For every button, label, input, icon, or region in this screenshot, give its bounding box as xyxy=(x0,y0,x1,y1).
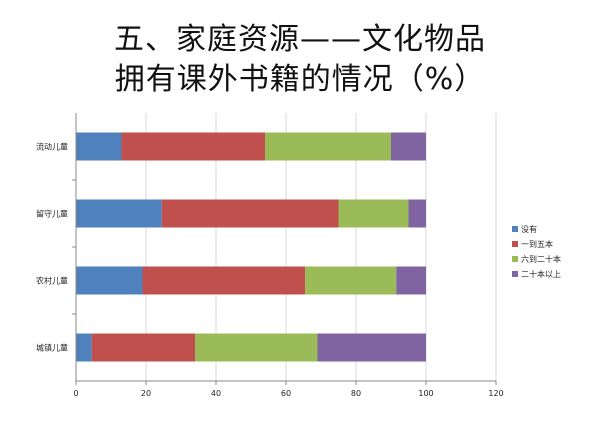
bar-segment xyxy=(305,266,397,295)
legend-label: 二十本以上 xyxy=(521,269,561,279)
chart-title-line-1: 五、家庭资源——文化物品 xyxy=(114,22,486,57)
bar-segment xyxy=(76,132,122,161)
x-tick-label: 100 xyxy=(418,389,433,398)
bar-segment xyxy=(76,266,143,295)
bar-segment xyxy=(142,266,306,295)
x-tick-label: 120 xyxy=(488,389,503,398)
bar-segment xyxy=(265,132,391,161)
x-tick-label: 60 xyxy=(281,389,291,398)
legend-label: 六到二十本 xyxy=(521,254,561,264)
chart-title-line-2: 拥有课外书籍的情况（%） xyxy=(114,62,486,97)
category-label: 流动儿童 xyxy=(36,142,68,152)
bar-segment xyxy=(161,199,339,228)
legend-label: 没有 xyxy=(521,224,537,234)
bar-segment xyxy=(408,199,426,228)
bar-segment xyxy=(396,266,426,295)
bars xyxy=(76,132,426,362)
bar-segment xyxy=(338,199,409,228)
legend-swatch xyxy=(512,256,518,262)
bar-segment xyxy=(76,199,162,228)
bar-segment xyxy=(317,333,426,362)
bar-segment xyxy=(76,333,92,362)
bar-segment xyxy=(121,132,265,161)
category-label: 城镇儿童 xyxy=(36,343,68,353)
category-label: 留守儿童 xyxy=(36,209,68,219)
x-tick-label: 40 xyxy=(211,389,221,398)
legend-swatch xyxy=(512,241,518,247)
bar-segment xyxy=(91,333,195,362)
legend-swatch xyxy=(512,226,518,232)
legend-label: 一到五本 xyxy=(521,239,553,249)
bar-segment xyxy=(195,333,318,362)
bar-segment xyxy=(391,132,426,161)
x-tick-label: 80 xyxy=(351,389,361,398)
legend-swatch xyxy=(512,271,518,277)
x-tick-label: 0 xyxy=(73,389,78,398)
category-label: 农村儿童 xyxy=(36,276,68,286)
x-tick-label: 20 xyxy=(141,389,151,398)
